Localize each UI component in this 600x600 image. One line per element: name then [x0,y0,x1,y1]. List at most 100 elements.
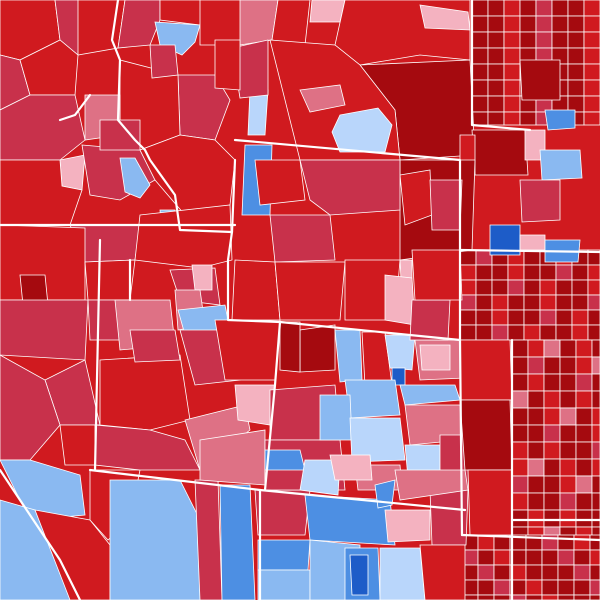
county-cell [571,264,589,281]
county-cell [487,0,505,17]
county-cell [575,441,593,460]
county-cell [589,534,600,551]
county-cell [527,458,545,477]
county-region [459,339,513,401]
county-cell [527,356,545,375]
county-region [231,259,281,321]
county-region [519,234,546,251]
county-cell [475,279,493,296]
county-region [459,399,513,471]
county-region [234,384,276,426]
county-cell [519,31,537,49]
county-cell [571,324,589,341]
county-cell [573,594,591,600]
county-cell [587,324,600,341]
county-cell [471,79,489,97]
county-cell [555,279,573,296]
county-cell [459,294,477,311]
county-cell [555,324,573,341]
county-cell [589,564,600,581]
county-region [539,149,583,181]
county-cell [575,458,593,477]
county-cell [527,509,545,528]
county-cell [583,0,600,17]
county-cell [539,279,557,296]
county-region [331,107,393,153]
county-cell [543,458,561,477]
county-region [149,44,179,79]
county-cell [543,509,561,528]
county-region [269,214,336,263]
county-region [117,0,161,49]
county-cell [583,47,600,65]
county-cell [575,424,593,443]
county-cell [551,31,569,49]
county-cell [541,579,559,596]
county-cell [511,509,529,528]
county-region [194,479,223,600]
county-cell [589,579,600,596]
county-cell [571,294,589,311]
county-cell [541,564,559,581]
county-cell [591,407,600,426]
county-cell [559,356,577,375]
county-cell [511,458,529,477]
state-boundary [460,533,600,542]
state-boundary [110,0,237,234]
county-cell [573,579,591,596]
county-cell [477,549,495,566]
county-cell [511,390,529,409]
county-region [299,459,341,496]
county-cell [583,31,600,49]
county-region [99,354,191,431]
county-cell [575,509,593,528]
county-cell [487,95,505,113]
county-cell [543,424,561,443]
county-cell [511,339,529,358]
county-region [394,469,469,501]
county-cell [589,594,600,600]
county-region [59,424,101,466]
county-cell [523,309,541,326]
county-cell [559,373,577,392]
county-cell [471,111,489,126]
county-region [279,321,301,373]
county-cell [555,309,573,326]
county-cell [511,475,529,494]
county-cell [471,15,489,33]
county-cell [471,95,489,113]
county-cell [507,294,525,311]
state-boundary [458,338,464,537]
county-cell [559,509,577,528]
county-region [489,224,521,256]
county-region [274,261,346,321]
county-cell [559,475,577,494]
county-cell [555,264,573,281]
county-cell [575,339,593,358]
county-cell [591,424,600,443]
county-region [191,264,213,291]
county-cell [567,0,585,17]
county-cell [503,47,521,65]
county-region [467,469,513,536]
county-cell [525,564,543,581]
county-cell [525,549,543,566]
county-cell [511,492,529,511]
county-cell [503,79,521,97]
county-cell [543,356,561,375]
state-boundary [458,248,600,254]
county-cell [475,294,493,311]
county-region [257,539,311,571]
county-region [0,94,86,161]
county-cell [575,373,593,392]
county-cell [559,492,577,511]
county-region [134,204,233,269]
county-region [471,129,529,176]
county-cell [571,279,589,296]
county-cell [477,594,495,600]
county-cell [475,264,493,281]
county-cell [583,15,600,33]
county-cell [477,579,495,596]
